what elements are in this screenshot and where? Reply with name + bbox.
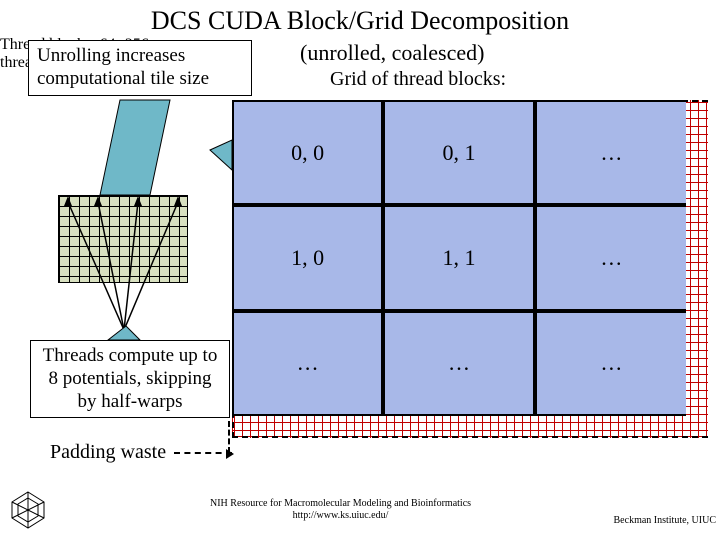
footer-right: Beckman Institute, UIUC [614, 515, 716, 526]
footer-line1: NIH Resource for Macromolecular Modeling… [210, 498, 471, 509]
grid-cell: 0, 1 [383, 100, 534, 205]
grid-cell: … [535, 311, 686, 416]
callout-unrolling: Unrolling increases computational tile s… [28, 40, 252, 96]
footer-line2: http://www.ks.uiuc.edu/ [293, 510, 389, 521]
callout-potentials: Threads compute up to 8 potentials, skip… [30, 340, 230, 418]
grid-cell: 1, 1 [383, 205, 534, 310]
grid-of-blocks-label: Grid of thread blocks: [330, 68, 506, 91]
subtitle: (unrolled, coalesced) [300, 40, 484, 66]
grid-cell: … [232, 311, 383, 416]
padding-waste-arrow [174, 452, 232, 454]
grid-cell: 0, 0 [232, 100, 383, 205]
grid-cells: 0, 0 0, 1 … 1, 0 1, 1 … … … … [232, 100, 686, 416]
padding-waste-arrow-up [228, 421, 230, 453]
page-title: DCS CUDA Block/Grid Decomposition [0, 0, 720, 36]
grid-cell: … [535, 100, 686, 205]
footer-center: NIH Resource for Macromolecular Modeling… [210, 498, 471, 522]
ncsa-logo-icon [8, 490, 48, 530]
grid-cell: 1, 0 [232, 205, 383, 310]
grid-cell: … [383, 311, 534, 416]
thread-block-mini-grid [58, 195, 188, 283]
grid-cell: … [535, 205, 686, 310]
padding-waste-label: Padding waste [50, 441, 166, 464]
